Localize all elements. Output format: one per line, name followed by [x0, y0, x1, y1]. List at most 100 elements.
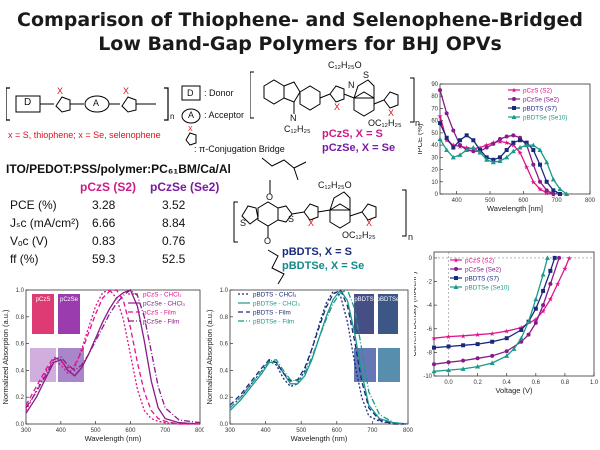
data-point: [498, 137, 502, 141]
data-point: [491, 141, 496, 146]
x-tick-label: 700: [552, 198, 563, 204]
pczse-x-text: pCzSe, X = Se: [322, 142, 396, 154]
data-point: [504, 134, 509, 139]
y-axis-label: Normalized Absorption (a.u.): [205, 309, 214, 405]
data-point: ★: [533, 316, 539, 324]
y-tick-label: 0.8: [16, 315, 25, 321]
legend-marker: ★: [511, 87, 517, 95]
y-axis-label: Current Density (mA/cm²): [414, 271, 418, 357]
y-tick-label: 20: [431, 168, 438, 174]
y-axis-label: Normalized Absorption (a.u.): [1, 309, 10, 405]
legend-entry: pCzS - Film: [143, 310, 176, 317]
x-tick-label: 500: [296, 428, 307, 434]
bottom-o2-atom: O: [264, 236, 272, 246]
table-row-pce-v2: 3.52: [162, 198, 186, 212]
data-point: [519, 327, 524, 332]
data-point: [444, 111, 449, 116]
absorption-chart-pbdt: pBDTS pBDTSe 300 400 500 600 700 800 0.0 0.2 0.4 0.…: [205, 288, 414, 443]
data-point: ★: [544, 189, 550, 197]
y-tick-label: 1.0: [16, 288, 25, 294]
data-point: [444, 147, 450, 152]
x-tick-label: 700: [367, 428, 378, 434]
x-tick-label: 800: [195, 428, 204, 434]
pbdtse-x-label: pBDTSe, X = Se: [282, 260, 364, 272]
data-point: [471, 138, 476, 143]
data-point: ★: [540, 308, 546, 316]
table-row-voc-v2: 0.76: [162, 234, 186, 248]
series-line: [433, 257, 549, 372]
data-point: [497, 158, 503, 163]
data-point: [504, 336, 509, 341]
y-tick-label: 0.0: [16, 422, 25, 428]
vial-photo: [354, 348, 376, 382]
x-tick-label: 0.6: [532, 380, 541, 386]
bottom-oc1-label: OC₁₂H₂₅: [342, 230, 376, 240]
vial-photo: [378, 294, 398, 334]
plot-frame: [25, 289, 201, 425]
data-point: [510, 148, 516, 154]
plot-frame: [433, 251, 595, 377]
data-point: [557, 255, 562, 260]
x-tick-label: 600: [332, 428, 343, 434]
x-tick-label: 1.0: [590, 380, 599, 386]
data-point: ★: [530, 178, 536, 186]
data-point: [464, 147, 470, 152]
device-table: pCzS (S2) pCzSe (Se2) PCE (%) 3.28 3.52 …: [10, 180, 225, 280]
data-point: [544, 179, 549, 184]
top-x2-atom: X: [388, 108, 395, 118]
y-tick-label: 60: [431, 119, 438, 125]
legend-marker: [454, 267, 458, 271]
y-axis-label: IPCE (%): [418, 123, 424, 155]
data-point: [531, 148, 536, 152]
data-point: [470, 145, 476, 150]
y-tick-label: 90: [431, 82, 438, 88]
data-point: [530, 142, 536, 148]
top-n-sub: n: [415, 118, 421, 128]
y-tick-label: 80: [431, 94, 438, 100]
y-tick-label: -10: [423, 374, 432, 380]
table-row-jsc-v1: 6.66: [92, 216, 116, 230]
data-point: [550, 176, 556, 182]
y-tick-label: 0.6: [220, 342, 229, 348]
bottom-o1-atom: O: [266, 192, 274, 202]
data-point: [552, 255, 557, 260]
legend-entry: pCzS - CHCl₃: [143, 292, 182, 299]
general-scheme-graphic: [5, 87, 169, 121]
data-point: ★: [489, 330, 495, 338]
bottom-x2-atom: X: [366, 218, 373, 228]
data-point: [446, 367, 452, 373]
top-n-atom: N: [290, 113, 297, 123]
series-line: [25, 289, 201, 424]
data-point: [461, 358, 466, 363]
bottom-s2-atom: S: [288, 214, 295, 224]
structure-pczs: N C₁₂H₂₅ S N X X n OC₁₂H₂₅ C₁₂H₂₅O: [249, 58, 422, 168]
data-point: [548, 268, 553, 273]
legend-entry: pBDTS - CHCl₃: [253, 292, 297, 299]
data-point: [564, 191, 570, 196]
data-point: ★: [562, 265, 568, 273]
legend-d-box: D: [187, 88, 194, 98]
data-point: [526, 319, 532, 324]
data-point: [504, 154, 510, 160]
data-point: [537, 147, 543, 152]
data-point: [544, 255, 550, 260]
legend-donor-text: : Donor: [204, 88, 234, 98]
y-tick-label: 0.8: [220, 315, 229, 321]
x-tick-label: 800: [403, 428, 414, 434]
data-point: [490, 159, 496, 165]
data-point: [538, 162, 542, 167]
data-point: [451, 145, 456, 150]
x-def-thiophene: x = S, thiophene;: [8, 130, 79, 140]
table-row-pce-label: PCE (%): [10, 198, 57, 212]
data-point: [460, 366, 466, 371]
x-tick-label: 600: [125, 428, 136, 434]
table-row-ff-v2: 52.5: [162, 252, 186, 266]
legend-x-label: X: [188, 126, 193, 133]
vial-photo-label: pCzSe: [60, 297, 79, 303]
series-line: [439, 89, 554, 195]
data-point: [541, 288, 546, 293]
data-point: [446, 360, 451, 365]
data-point: ★: [497, 138, 503, 146]
top-n2-atom: N: [348, 80, 355, 90]
y-tick-label: -2: [427, 280, 433, 286]
